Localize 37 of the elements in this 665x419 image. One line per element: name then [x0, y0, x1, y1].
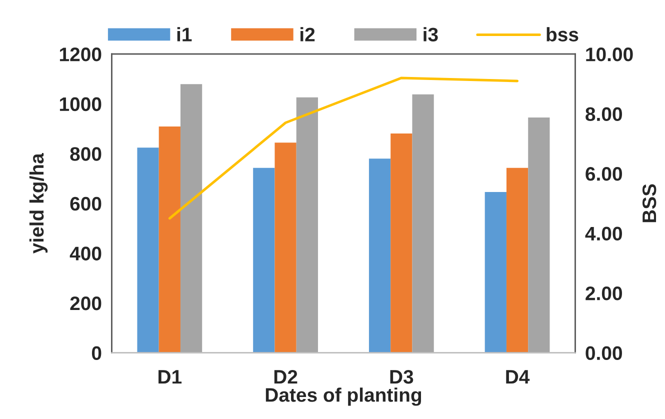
- bar: [506, 168, 528, 353]
- line-series: [168, 76, 519, 220]
- legend-label: i3: [424, 27, 438, 42]
- legend-label: i1: [177, 27, 192, 42]
- bar: [412, 94, 434, 353]
- y-tick-label: 0: [92, 346, 102, 360]
- y2-tick-label: 10.00: [586, 48, 633, 62]
- bar: [180, 84, 202, 353]
- legend-label: bss: [546, 27, 578, 42]
- bar: [484, 192, 506, 353]
- bar: [296, 97, 318, 353]
- y-axis-title: yield kg/ha: [29, 153, 48, 254]
- x-axis-title: Dates of planting: [266, 388, 422, 406]
- y-tick-label: 200: [70, 296, 102, 310]
- y-tick-label: 400: [70, 246, 102, 260]
- y2-tick-label: 8.00: [586, 107, 622, 122]
- y2-tick-label: 0.00: [586, 346, 622, 360]
- bar: [253, 168, 275, 353]
- y2-axis-title: BSS: [642, 184, 656, 222]
- y2-tick-label: 4.00: [585, 226, 622, 241]
- bar: [274, 142, 296, 353]
- y2-tick-label: 6.00: [586, 167, 622, 181]
- bar: [158, 126, 180, 353]
- y-tick-label: 1000: [60, 97, 102, 112]
- y-tick-label: 600: [70, 196, 102, 211]
- legend-label: i2: [300, 27, 315, 42]
- x-tick-label: D2: [274, 370, 298, 384]
- x-tick-label: D3: [390, 370, 414, 384]
- x-tick-label: D1: [158, 370, 182, 384]
- x-tick-label: D4: [506, 370, 530, 384]
- y-tick-label: 800: [70, 147, 102, 161]
- bar: [137, 148, 159, 353]
- bar: [390, 133, 412, 353]
- bar: [368, 158, 391, 353]
- bar: [528, 118, 550, 353]
- y2-tick-label: 2.00: [586, 286, 622, 300]
- y-tick-label: 1200: [60, 48, 102, 62]
